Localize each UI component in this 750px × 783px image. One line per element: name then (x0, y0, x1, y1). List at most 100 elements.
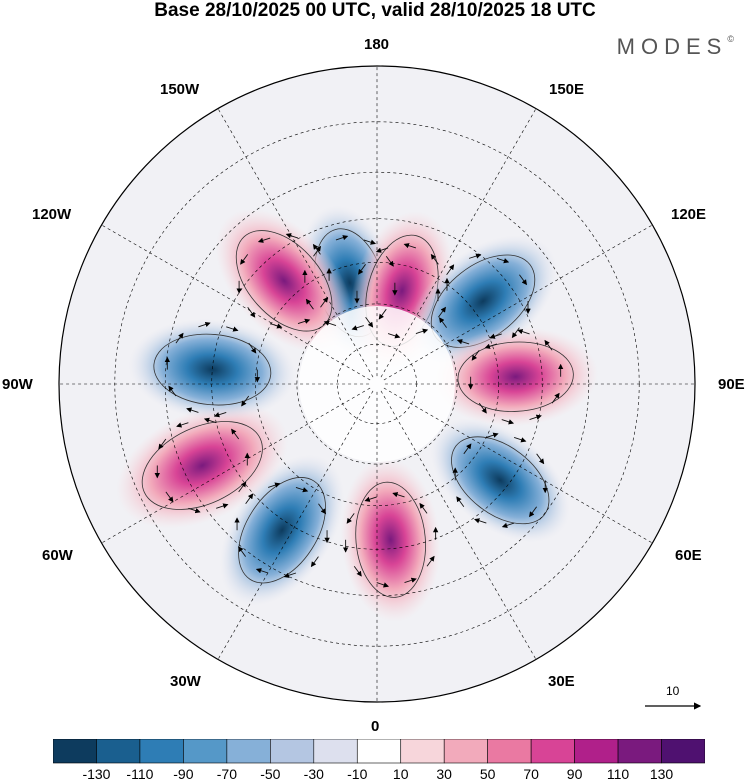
low-30W-vector-4 (238, 546, 247, 557)
colorbar-swatch-12 (574, 739, 619, 764)
lon-label-180: 180 (364, 36, 390, 53)
high-90E-fill (433, 327, 599, 427)
meridian-300 (101, 387, 371, 544)
high-60W-vector-3 (188, 507, 201, 514)
high-0-vector-4 (353, 565, 362, 577)
colorbar-swatch-5 (270, 739, 315, 764)
low-90W (128, 319, 296, 421)
high-90E-vector-6 (471, 350, 480, 361)
colorbar-swatch-6 (313, 739, 358, 764)
low-90W-vector-7 (198, 321, 211, 328)
low-90W-contour (153, 333, 272, 406)
colorbar-tick-label: 30 (436, 766, 452, 782)
low-180-150W-vector-4 (305, 298, 314, 310)
low-90W-vector-9 (248, 342, 257, 354)
low-90W-fill (128, 319, 296, 421)
colorbar-swatch-8 (400, 739, 445, 764)
high-120W-vector-9 (312, 243, 321, 255)
colorbar-tick-label: -90 (173, 766, 194, 782)
colorbar-tick-label: -50 (260, 766, 281, 782)
colorbar-swatch-0 (53, 739, 97, 764)
low-60E-vector-6 (463, 443, 472, 455)
high-0-contour (355, 481, 426, 598)
high-60W (116, 402, 289, 529)
low-120E-150E-vector-2 (484, 343, 498, 349)
low-180-150W-vector-1 (378, 308, 387, 320)
low-60E-vector-1 (529, 506, 537, 518)
map-border (58, 65, 696, 703)
lon-label-90e: 90E (718, 376, 745, 393)
high-120W-vector-2 (297, 318, 311, 325)
brand-mark: © (727, 34, 734, 44)
low-30W-vector-7 (268, 482, 281, 488)
low-60E-vector-3 (474, 518, 487, 524)
low-90W-vector-8 (226, 326, 239, 332)
low-60E-fill (430, 418, 570, 543)
colorbar-swatch-9 (443, 739, 488, 764)
high-90E-vector-9 (544, 339, 553, 351)
colorbar-swatch-10 (487, 739, 532, 764)
colorbar-tick-label: 130 (649, 766, 674, 782)
lon-label-120w: 120W (32, 206, 72, 223)
meridian-60 (383, 387, 653, 544)
meridian-330 (217, 390, 374, 660)
high-60W-vector-1 (238, 481, 247, 493)
low-30W-vector-6 (245, 493, 254, 505)
high-180-150E-vector-4 (365, 316, 374, 328)
low-30W-vector-2 (283, 572, 297, 578)
low-90W-vector-6 (175, 332, 184, 344)
high-90E-vector-1 (551, 392, 560, 404)
high-180-150E-vector-9 (430, 253, 439, 265)
high-60W-vector-6 (158, 438, 167, 450)
colorbar-tick-label: 10 (392, 766, 409, 782)
low-30W-vector-1 (310, 556, 319, 568)
colorbar-tick-label: 110 (606, 766, 630, 782)
colorbar-tick-label: -110 (126, 766, 154, 782)
high-60W-fill (116, 402, 289, 529)
high-60W-vector-4 (165, 491, 174, 503)
lon-label-30w: 30W (170, 673, 201, 690)
high-180-150E-vector-7 (375, 247, 389, 253)
low-90W-vector-3 (186, 407, 199, 413)
low-180-150W-vector-2 (351, 325, 364, 331)
low-180-150W-vector-9 (385, 256, 394, 267)
high-0-vector-1 (426, 555, 435, 567)
low-60E-vector-2 (501, 522, 515, 528)
high-0-vector-8 (392, 492, 405, 498)
meridian-150 (380, 108, 537, 378)
high-180-150E-vector-8 (403, 243, 417, 249)
low-30W-vector-9 (318, 503, 327, 515)
low-180-150W-vector-3 (323, 320, 337, 326)
colorbar (53, 739, 705, 764)
high-120W-vector-7 (257, 237, 271, 243)
high-60W-vector-2 (216, 503, 229, 509)
parallel-40 (164, 171, 590, 597)
modes-logo: MODES© (617, 34, 734, 60)
low-180-150W-vector-8 (363, 239, 377, 245)
low-90W-vector-1 (241, 395, 250, 407)
meridian-120 (383, 224, 653, 381)
high-90E (433, 327, 599, 427)
page-title: Base 28/10/2025 00 UTC, valid 28/10/2025… (154, 0, 596, 21)
meridian-30 (380, 390, 537, 660)
high-180-150E-vector-1 (438, 306, 446, 318)
low-90W-vector-4 (168, 385, 177, 397)
high-120W-vector-4 (247, 307, 256, 318)
high-0-vector-3 (376, 582, 389, 588)
high-120W-vector-6 (240, 254, 249, 265)
low-120E-150E-vector-8 (496, 257, 510, 264)
high-0-vector-7 (364, 496, 377, 502)
colorbar-swatch-1 (96, 739, 141, 764)
low-30W-contour (238, 477, 326, 584)
high-90E-contour (457, 341, 574, 412)
parallel-60 (255, 262, 499, 506)
high-60W-contour (141, 421, 263, 510)
low-30W-vector-8 (295, 486, 309, 493)
lon-label-90w: 90W (2, 376, 33, 393)
low-120E-150E-vector-3 (456, 339, 470, 345)
high-0-vector-9 (419, 502, 428, 514)
lon-label-120e: 120E (671, 206, 707, 223)
colorbar-tick-label: -30 (303, 766, 324, 782)
lon-label-150w: 150W (160, 81, 200, 98)
brand-name: MODES (616, 34, 728, 59)
